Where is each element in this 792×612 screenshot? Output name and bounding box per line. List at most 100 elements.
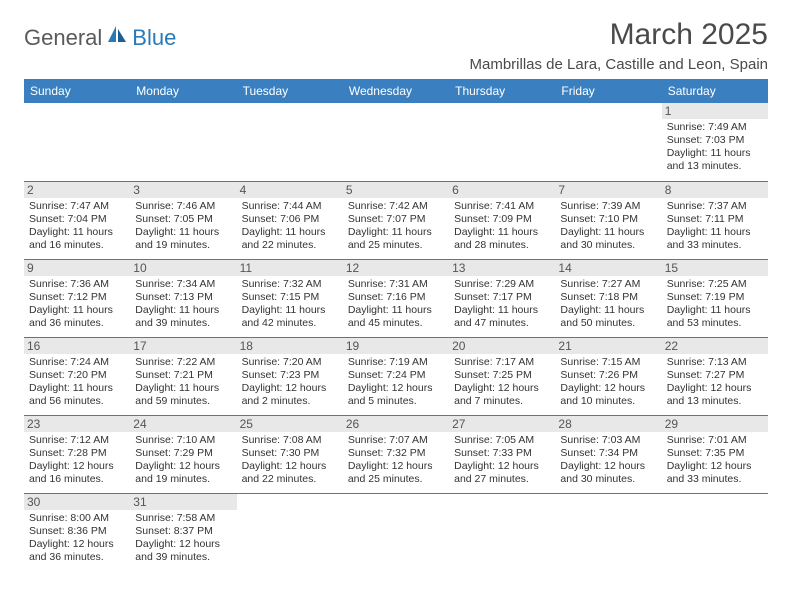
calendar-day-cell: 24 Sunrise: 7:10 AMSunset: 7:29 PMDayligh… [130,415,236,493]
day-info: Sunrise: 7:01 AMSunset: 7:35 PMDaylight:… [667,434,763,487]
day-number: 8 [662,182,768,198]
calendar-day-cell: 12Sunrise: 7:31 AMSunset: 7:16 PMDayligh… [343,259,449,337]
day-info: Sunrise: 7:19 AMSunset: 7:24 PMDaylight:… [348,356,444,409]
calendar-day-cell: 16Sunrise: 7:24 AMSunset: 7:20 PMDayligh… [24,337,130,415]
day-info: Sunrise: 7:32 AMSunset: 7:15 PMDaylight:… [242,278,338,331]
day-number: 2 [24,182,130,198]
title-block: March 2025 Mambrillas de Lara, Castille … [470,18,769,73]
day-number: 10 [130,260,236,276]
weekday-header: Sunday [24,79,130,103]
day-number: 6 [449,182,555,198]
day-number: 3 [130,182,236,198]
day-info: Sunrise: 7:10 AMSunset: 7:29 PMDaylight:… [135,434,231,487]
day-info: Sunrise: 7:34 AMSunset: 7:13 PMDaylight:… [135,278,231,331]
weekday-header: Friday [555,79,661,103]
day-info: Sunrise: 7:36 AMSunset: 7:12 PMDaylight:… [29,278,125,331]
calendar-week-row: 23 Sunrise: 7:12 AMSunset: 7:28 PMDayligh… [24,415,768,493]
calendar-day-cell: 1 Sunrise: 7:49 AMSunset: 7:03 PMDaylight… [662,103,768,181]
day-info: Sunrise: 7:27 AMSunset: 7:18 PMDaylight:… [560,278,656,331]
day-number: 21 [555,338,661,354]
day-number-empty [24,103,130,119]
day-info: Sunrise: 7:12 AMSunset: 7:28 PMDaylight:… [29,434,125,487]
day-info: Sunrise: 7:17 AMSunset: 7:25 PMDaylight:… [454,356,550,409]
day-info: Sunrise: 7:20 AMSunset: 7:23 PMDaylight:… [242,356,338,409]
calendar-day-cell: 2 Sunrise: 7:47 AMSunset: 7:04 PMDaylight… [24,181,130,259]
logo-word-2: Blue [132,25,176,51]
calendar-day-cell: 13Sunrise: 7:29 AMSunset: 7:17 PMDayligh… [449,259,555,337]
day-info: Sunrise: 7:46 AMSunset: 7:05 PMDaylight:… [135,200,231,253]
day-number-empty [343,103,449,119]
calendar-day-cell [555,103,661,181]
logo-word-1: General [24,25,102,51]
calendar-day-cell: 30Sunrise: 8:00 AMSunset: 8:36 PMDayligh… [24,493,130,571]
day-number-empty [449,494,555,510]
calendar-day-cell: 26Sunrise: 7:07 AMSunset: 7:32 PMDayligh… [343,415,449,493]
day-number: 1 [662,103,768,119]
calendar-day-cell: 31 Sunrise: 7:58 AMSunset: 8:37 PMDayligh… [130,493,236,571]
calendar-week-row: 1 Sunrise: 7:49 AMSunset: 7:03 PMDaylight… [24,103,768,181]
day-number: 31 [130,494,236,510]
calendar-table: SundayMondayTuesdayWednesdayThursdayFrid… [24,79,768,571]
day-number: 11 [237,260,343,276]
weekday-header: Tuesday [237,79,343,103]
day-info: Sunrise: 7:13 AMSunset: 7:27 PMDaylight:… [667,356,763,409]
day-number: 23 [24,416,130,432]
day-info: Sunrise: 7:47 AMSunset: 7:04 PMDaylight:… [29,200,125,253]
day-info: Sunrise: 7:58 AMSunset: 8:37 PMDaylight:… [135,512,231,565]
day-number: 30 [24,494,130,510]
calendar-day-cell: 9Sunrise: 7:36 AMSunset: 7:12 PMDaylight… [24,259,130,337]
logo: General Blue [24,24,176,51]
day-number: 17 [130,338,236,354]
day-number: 19 [343,338,449,354]
calendar-day-cell [237,493,343,571]
calendar-day-cell: 18Sunrise: 7:20 AMSunset: 7:23 PMDayligh… [237,337,343,415]
calendar-day-cell: 7Sunrise: 7:39 AMSunset: 7:10 PMDaylight… [555,181,661,259]
day-number: 4 [237,182,343,198]
calendar-day-cell: 20 Sunrise: 7:17 AMSunset: 7:25 PMDayligh… [449,337,555,415]
calendar-day-cell: 23 Sunrise: 7:12 AMSunset: 7:28 PMDayligh… [24,415,130,493]
day-number: 20 [449,338,555,354]
calendar-week-row: 16Sunrise: 7:24 AMSunset: 7:20 PMDayligh… [24,337,768,415]
calendar-day-cell: 19 Sunrise: 7:19 AMSunset: 7:24 PMDayligh… [343,337,449,415]
day-info: Sunrise: 7:42 AMSunset: 7:07 PMDaylight:… [348,200,444,253]
calendar-day-cell [237,103,343,181]
day-info: Sunrise: 7:25 AMSunset: 7:19 PMDaylight:… [667,278,763,331]
calendar-day-cell: 14 Sunrise: 7:27 AMSunset: 7:18 PMDayligh… [555,259,661,337]
calendar-day-cell [662,493,768,571]
calendar-day-cell: 4 Sunrise: 7:44 AMSunset: 7:06 PMDaylight… [237,181,343,259]
calendar-day-cell: 6Sunrise: 7:41 AMSunset: 7:09 PMDaylight… [449,181,555,259]
calendar-week-row: 30Sunrise: 8:00 AMSunset: 8:36 PMDayligh… [24,493,768,571]
calendar-day-cell [555,493,661,571]
day-info: Sunrise: 7:15 AMSunset: 7:26 PMDaylight:… [560,356,656,409]
day-number: 28 [555,416,661,432]
weekday-header: Thursday [449,79,555,103]
calendar-week-row: 2 Sunrise: 7:47 AMSunset: 7:04 PMDaylight… [24,181,768,259]
day-number-empty [449,103,555,119]
weekday-header-row: SundayMondayTuesdayWednesdayThursdayFrid… [24,79,768,103]
calendar-day-cell: 11 Sunrise: 7:32 AMSunset: 7:15 PMDayligh… [237,259,343,337]
calendar-day-cell: 22 Sunrise: 7:13 AMSunset: 7:27 PMDayligh… [662,337,768,415]
calendar-day-cell: 8Sunrise: 7:37 AMSunset: 7:11 PMDaylight… [662,181,768,259]
calendar-day-cell [343,493,449,571]
day-info: Sunrise: 7:39 AMSunset: 7:10 PMDaylight:… [560,200,656,253]
day-number: 14 [555,260,661,276]
day-number-empty [237,494,343,510]
calendar-day-cell: 5 Sunrise: 7:42 AMSunset: 7:07 PMDaylight… [343,181,449,259]
day-number: 24 [130,416,236,432]
day-number: 29 [662,416,768,432]
calendar-day-cell: 15Sunrise: 7:25 AMSunset: 7:19 PMDayligh… [662,259,768,337]
day-info: Sunrise: 7:05 AMSunset: 7:33 PMDaylight:… [454,434,550,487]
day-number-empty [662,494,768,510]
calendar-day-cell: 29 Sunrise: 7:01 AMSunset: 7:35 PMDayligh… [662,415,768,493]
calendar-body: 1 Sunrise: 7:49 AMSunset: 7:03 PMDaylight… [24,103,768,571]
day-info: Sunrise: 7:44 AMSunset: 7:06 PMDaylight:… [242,200,338,253]
day-number: 22 [662,338,768,354]
day-number: 13 [449,260,555,276]
day-info: Sunrise: 7:49 AMSunset: 7:03 PMDaylight:… [667,121,763,174]
day-number: 25 [237,416,343,432]
day-number: 5 [343,182,449,198]
header: General Blue March 2025 Mambrillas de La… [24,18,768,73]
day-number: 12 [343,260,449,276]
day-number: 27 [449,416,555,432]
day-number-empty [555,103,661,119]
